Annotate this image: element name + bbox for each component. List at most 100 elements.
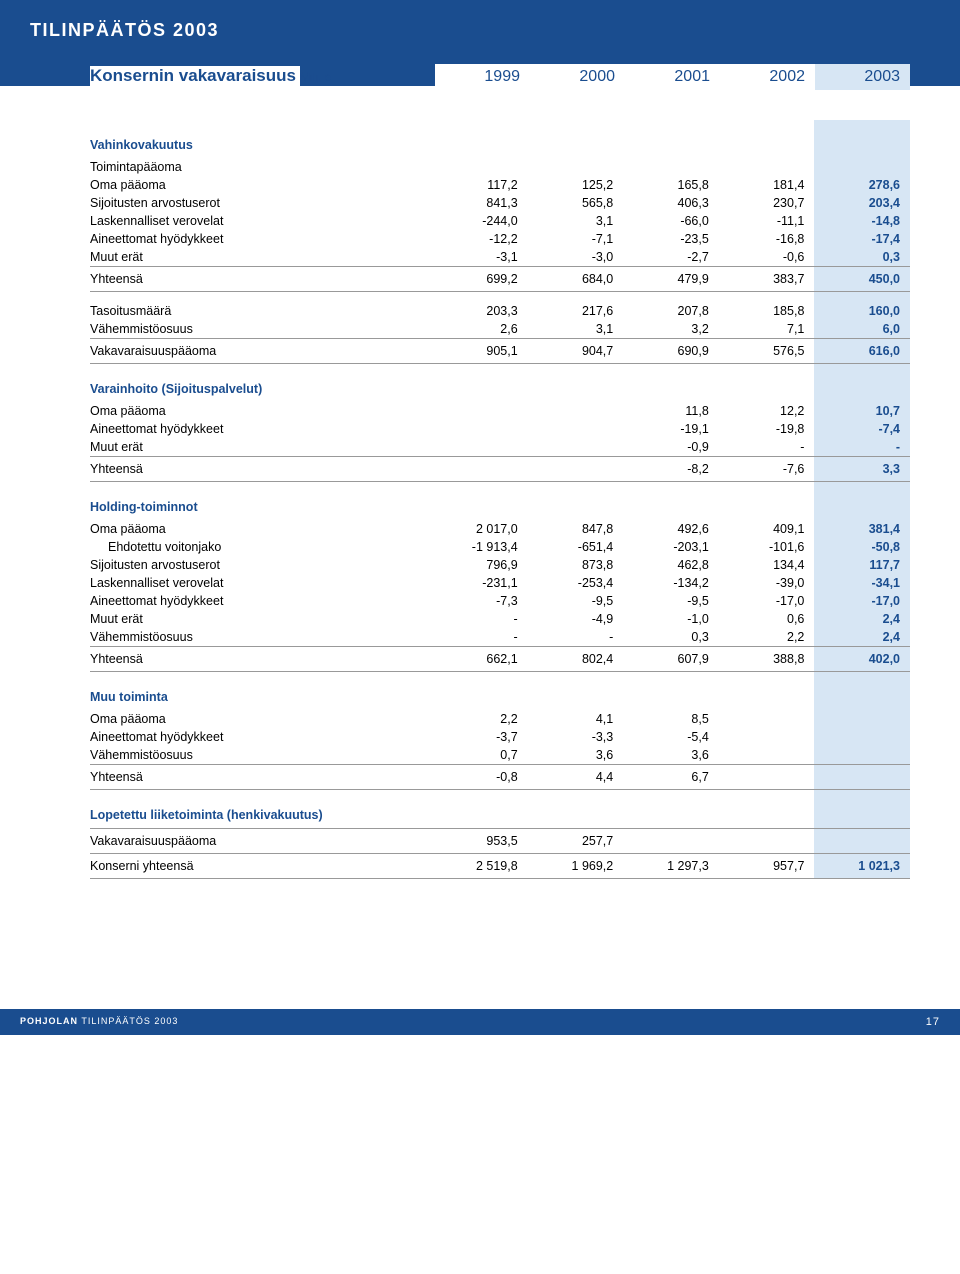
cell: -19,8 xyxy=(719,420,815,438)
year-2003: 2003 xyxy=(815,64,910,90)
cell: - xyxy=(719,438,815,457)
year-2000: 2000 xyxy=(530,64,625,90)
section-title: Holding-toiminnot xyxy=(90,481,432,520)
row-label: Tasoitusmäärä xyxy=(90,302,432,320)
cell: 278,6 xyxy=(814,176,910,194)
section-title-row: Vahinkovakuutus xyxy=(90,120,910,158)
cell: -7,6 xyxy=(719,456,815,481)
financial-table: VahinkovakuutusToimintapääomaOma pääoma1… xyxy=(90,120,910,879)
cell: 662,1 xyxy=(432,646,528,671)
cell: -3,0 xyxy=(528,248,624,267)
cell: -34,1 xyxy=(814,574,910,592)
table-row: Laskennalliset verovelat-244,03,1-66,0-1… xyxy=(90,212,910,230)
cell xyxy=(432,456,528,481)
cell: -0,6 xyxy=(719,248,815,267)
cell: 1 969,2 xyxy=(528,853,624,878)
footer-brand: POHJOLAN xyxy=(20,1016,78,1026)
table-unit: Milj. e xyxy=(300,70,349,84)
section-title: Lopetettu liiketoiminta (henkivakuutus) xyxy=(90,789,432,828)
cell: 185,8 xyxy=(719,302,815,320)
cell: 3,3 xyxy=(814,456,910,481)
table-row: Sijoitusten arvostuserot841,3565,8406,32… xyxy=(90,194,910,212)
cell: -2,7 xyxy=(623,248,719,267)
cell: 0,7 xyxy=(432,746,528,765)
table-row: Vakavaraisuuspääoma905,1904,7690,9576,56… xyxy=(90,338,910,363)
cell: -7,1 xyxy=(528,230,624,248)
row-label: Oma pääoma xyxy=(90,402,432,420)
cell: -101,6 xyxy=(719,538,815,556)
cell: 3,1 xyxy=(528,320,624,339)
section-title-row: Lopetettu liiketoiminta (henkivakuutus) xyxy=(90,789,910,828)
section-title: Varainhoito (Sijoituspalvelut) xyxy=(90,363,432,402)
cell: -8,2 xyxy=(623,456,719,481)
cell: 607,9 xyxy=(623,646,719,671)
row-label: Vakavaraisuuspääoma xyxy=(90,828,432,853)
row-label: Oma pääoma xyxy=(90,710,432,728)
table-row: Yhteensä662,1802,4607,9388,8402,0 xyxy=(90,646,910,671)
row-label: Aineettomat hyödykkeet xyxy=(90,230,432,248)
row-label: Sijoitusten arvostuserot xyxy=(90,556,432,574)
table-header-row: Konsernin vakavaraisuus Milj. e 1999 200… xyxy=(90,64,910,90)
year-1999: 1999 xyxy=(435,64,530,90)
cell: 479,9 xyxy=(623,267,719,292)
cell: 462,8 xyxy=(623,556,719,574)
row-label: Laskennalliset verovelat xyxy=(90,574,432,592)
cell: 0,3 xyxy=(814,248,910,267)
row-label: Oma pääoma xyxy=(90,176,432,194)
table-row: Aineettomat hyödykkeet-3,7-3,3-5,4 xyxy=(90,728,910,746)
table-row: Toimintapääoma xyxy=(90,158,910,176)
table-row: Aineettomat hyödykkeet-12,2-7,1-23,5-16,… xyxy=(90,230,910,248)
table-row: Yhteensä699,2684,0479,9383,7450,0 xyxy=(90,267,910,292)
cell xyxy=(814,710,910,728)
cell: 8,5 xyxy=(623,710,719,728)
cell: -1,0 xyxy=(623,610,719,628)
cell xyxy=(719,746,815,765)
cell xyxy=(528,402,624,420)
cell xyxy=(719,710,815,728)
table-row: Oma pääoma 11,812,210,7 xyxy=(90,402,910,420)
cell: 117,7 xyxy=(814,556,910,574)
cell: -651,4 xyxy=(528,538,624,556)
cell xyxy=(432,158,528,176)
cell: 450,0 xyxy=(814,267,910,292)
cell xyxy=(814,728,910,746)
cell: 217,6 xyxy=(528,302,624,320)
cell: 203,3 xyxy=(432,302,528,320)
cell: -12,2 xyxy=(432,230,528,248)
row-label: Ehdotettu voitonjako xyxy=(90,538,432,556)
cell: 2 519,8 xyxy=(432,853,528,878)
cell xyxy=(528,438,624,457)
cell xyxy=(814,158,910,176)
table-row: Yhteensä-0,84,46,7 xyxy=(90,764,910,789)
cell: -23,5 xyxy=(623,230,719,248)
table-title: Konsernin vakavaraisuus xyxy=(90,66,300,86)
cell: 492,6 xyxy=(623,520,719,538)
cell: 230,7 xyxy=(719,194,815,212)
cell xyxy=(814,746,910,765)
cell: 125,2 xyxy=(528,176,624,194)
cell: -11,1 xyxy=(719,212,815,230)
table-row: Yhteensä-8,2-7,63,3 xyxy=(90,456,910,481)
row-label: Yhteensä xyxy=(90,764,432,789)
row-label: Muut erät xyxy=(90,610,432,628)
row-label: Laskennalliset verovelat xyxy=(90,212,432,230)
cell xyxy=(623,828,719,853)
cell: 12,2 xyxy=(719,402,815,420)
row-label: Muut erät xyxy=(90,248,432,267)
header-title: TILINPÄÄTÖS 2003 xyxy=(30,20,960,41)
cell xyxy=(528,158,624,176)
cell: 11,8 xyxy=(623,402,719,420)
table-row: Laskennalliset verovelat-231,1-253,4-134… xyxy=(90,574,910,592)
cell: 388,8 xyxy=(719,646,815,671)
cell: 1 297,3 xyxy=(623,853,719,878)
section-title-row: Holding-toiminnot xyxy=(90,481,910,520)
cell: 957,7 xyxy=(719,853,815,878)
cell: - xyxy=(814,438,910,457)
cell: -134,2 xyxy=(623,574,719,592)
table-row: Ehdotettu voitonjako-1 913,4-651,4-203,1… xyxy=(90,538,910,556)
cell: 10,7 xyxy=(814,402,910,420)
cell: 2,6 xyxy=(432,320,528,339)
cell: 257,7 xyxy=(528,828,624,853)
table-row: Muut erät--4,9-1,00,62,4 xyxy=(90,610,910,628)
cell: 1 021,3 xyxy=(814,853,910,878)
